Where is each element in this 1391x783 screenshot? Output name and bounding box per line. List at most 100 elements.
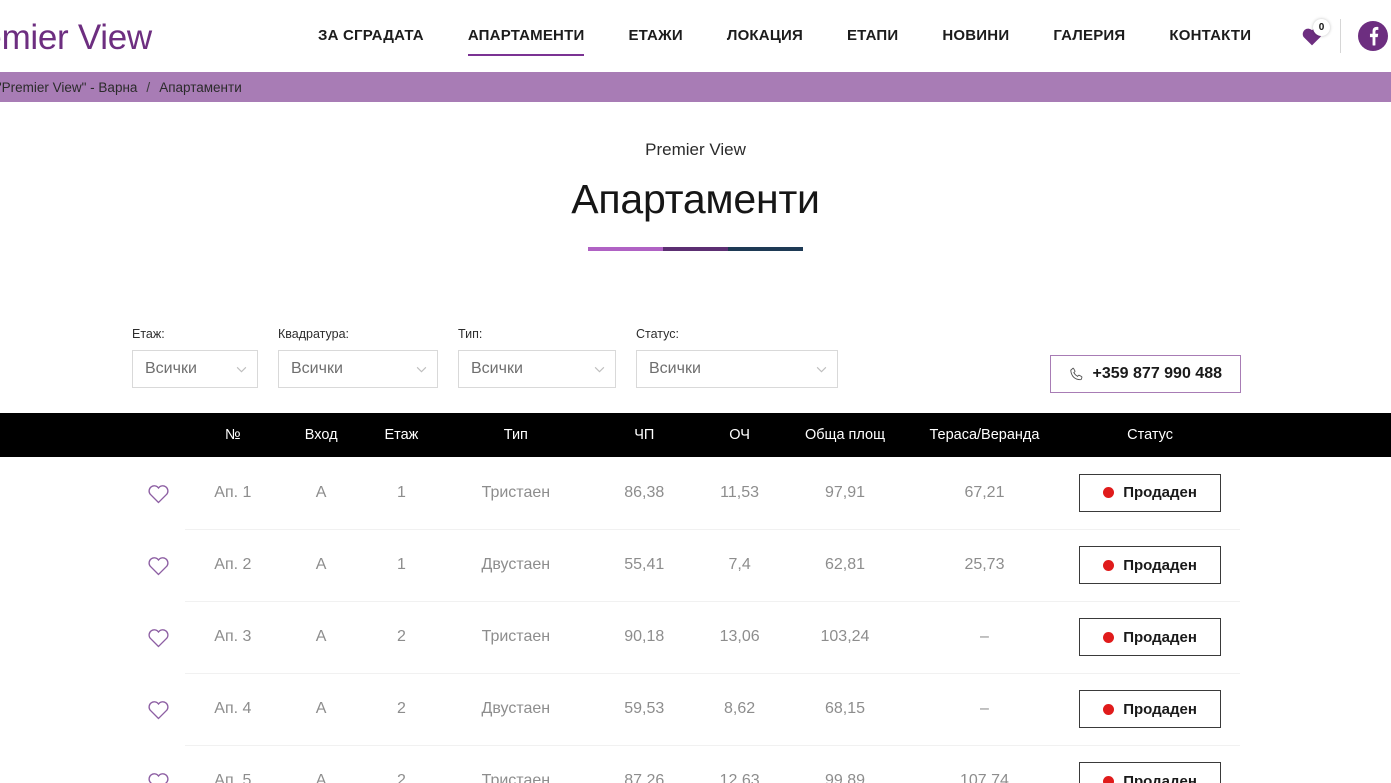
row-spacer-left [0,457,133,529]
status-dot-icon [1103,559,1115,571]
breadcrumb-separator: / [146,79,151,95]
breadcrumb-bar: Сграда "Premier View" - Варна / Апартамент… [0,72,1391,102]
apartments-table-section: № Вход Етаж Тип ЧП ОЧ Обща площ Тераса/В… [0,413,1391,783]
row-status-cell: Продаден [1059,745,1241,783]
rule-segment-dark [663,247,728,251]
row-chp: 59,53 [590,673,699,746]
table-row[interactable]: Ап. 1 А 1 Тристаен 86,38 11,53 97,91 67,… [0,457,1391,530]
nav-item-novini[interactable]: НОВИНИ [942,27,1010,44]
nav-item-lokaciya[interactable]: ЛОКАЦИЯ [726,27,803,44]
table-row[interactable]: Ап. 3 А 2 Тристаен 90,18 13,06 103,24 – … [0,601,1391,674]
row-spacer-right [1240,457,1391,529]
status-label: Продаден [1123,628,1197,646]
facebook-icon[interactable] [1357,20,1389,52]
favorites-button[interactable]: 0 [1290,19,1334,53]
header-terrace: Тераса/Веранда [929,427,1040,443]
status-dot-icon [1103,487,1115,499]
row-favorite-cell[interactable] [132,745,185,783]
row-status-cell: Продаден [1059,673,1241,746]
row-number: Ап. 4 [184,673,281,746]
table-row[interactable]: Ап. 5 А 2 Тристаен 87,26 12,63 99,89 107… [0,745,1391,783]
filter-status-select[interactable]: Всички [636,350,838,388]
breadcrumb-current: Апартаменти [159,79,242,95]
header-divider [1340,19,1341,53]
table-row[interactable]: Ап. 4 А 2 Двустаен 59,53 8,62 68,15 – Пр… [0,673,1391,746]
filter-type-label: Тип: [458,327,483,341]
row-entrance: А [281,601,362,674]
row-floor: 2 [361,745,442,783]
phone-number: +359 877 990 488 [1092,365,1222,382]
row-favorite-cell[interactable] [132,457,185,529]
nav-item-etaji[interactable]: ЕТАЖИ [628,27,683,44]
header-floor: Етаж [384,427,419,443]
filters-row: Етаж: Всички Квадратура: Всички Тип: Вси… [0,327,1391,405]
row-total-area: 97,91 [780,457,910,530]
breadcrumb-parent[interactable]: Сграда "Premier View" - Варна [0,79,138,95]
nav-item-apartamenti[interactable]: АПАРТАМЕНТИ [446,0,607,72]
rule-segment-light [587,247,664,251]
row-status-cell: Продаден [1059,457,1241,530]
filter-area: Квадратура: Всички [278,327,438,388]
breadcrumb: Сграда "Premier View" - Варна / Апартамент… [0,80,242,95]
heart-outline-icon[interactable] [147,771,170,783]
row-chp: 86,38 [590,457,699,530]
site-logo[interactable]: Premier View [0,18,152,57]
filter-floor-select[interactable]: Всички [132,350,258,388]
row-favorite-cell[interactable] [132,529,185,601]
row-number: Ап. 2 [184,529,281,602]
status-badge[interactable]: Продаден [1079,473,1222,512]
nav-item-za-sgradata[interactable]: ЗА СГРАДАТА [318,27,424,44]
row-och: 8,62 [698,673,781,746]
chevron-down-icon [816,366,827,372]
filter-type-select[interactable]: Всички [458,350,616,388]
nav-item-etapi[interactable]: ЕТАПИ [846,27,899,44]
status-label: Продаден [1123,772,1197,783]
phone-button[interactable]: +359 877 990 488 [1049,355,1241,393]
status-badge[interactable]: Продаден [1079,762,1222,783]
nav-item-galeriya[interactable]: ГАЛЕРИЯ [1053,27,1126,44]
filter-status-value: Всички [649,360,701,377]
row-terrace: – [909,601,1060,674]
main-navigation: ЗА СГРАДАТА АПАРТАМЕНТИ ЕТАЖИ ЛОКАЦИЯ ЕТ… [318,0,1273,72]
row-status-cell: Продаден [1059,601,1241,674]
row-type: Двустаен [441,673,591,746]
heart-outline-icon[interactable] [147,627,170,648]
status-badge[interactable]: Продаден [1079,690,1222,728]
row-och: 7,4 [698,529,781,602]
heart-outline-icon[interactable] [147,699,170,720]
row-entrance: А [281,745,362,783]
row-entrance: А [281,673,362,746]
row-number: Ап. 1 [184,457,281,530]
row-och: 11,53 [698,457,781,530]
status-badge[interactable]: Продаден [1079,546,1222,584]
header-favorite [132,413,184,457]
rule-segment-navy [727,247,804,251]
row-spacer-left [0,601,133,673]
row-terrace: 67,21 [909,457,1060,530]
status-badge[interactable]: Продаден [1079,618,1222,656]
row-och: 13,06 [698,601,781,674]
page-title-block: Premier View Апартаменти [0,102,1391,251]
filter-type-value: Всички [471,360,523,377]
header-entrance: Вход [304,427,338,443]
header-spacer-left [0,413,132,457]
row-number: Ап. 3 [184,601,281,674]
apartments-table: № Вход Етаж Тип ЧП ОЧ Обща площ Тераса/В… [0,413,1391,783]
favorites-count-badge: 0 [1313,19,1330,36]
heart-outline-icon[interactable] [147,483,170,504]
table-row[interactable]: Ап. 2 А 1 Двустаен 55,41 7,4 62,81 25,73… [0,529,1391,602]
status-dot-icon [1103,703,1115,715]
row-chp: 90,18 [590,601,699,674]
heart-outline-icon[interactable] [147,555,170,576]
nav-item-kontakti[interactable]: КОНТАКТИ [1169,27,1252,44]
row-chp: 55,41 [590,529,699,602]
filter-area-select[interactable]: Всички [278,350,438,388]
site-header: Premier View ЗА СГРАДАТА АПАРТАМЕНТИ ЕТА… [0,0,1391,72]
header-chp: ЧП [634,427,655,443]
row-total-area: 99,89 [780,745,910,783]
row-favorite-cell[interactable] [132,673,185,745]
row-favorite-cell[interactable] [132,601,185,673]
row-spacer-right [1240,529,1391,601]
row-total-area: 68,15 [780,673,910,746]
filter-status-label: Статус: [636,327,679,341]
